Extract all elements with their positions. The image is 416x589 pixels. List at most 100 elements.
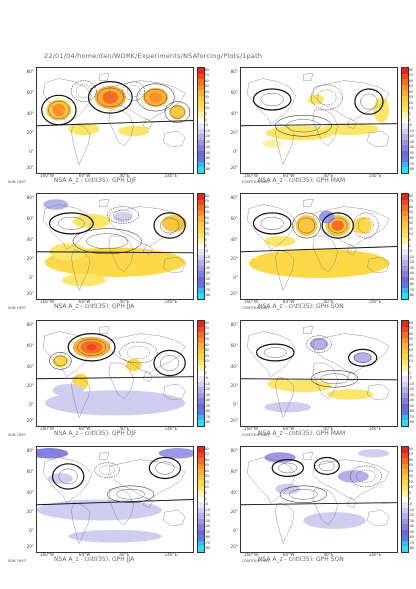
colorbar-label: -30 <box>204 139 211 144</box>
colorbar-swatch <box>198 414 204 421</box>
colorbar-swatch <box>198 145 204 151</box>
contour-line <box>286 119 321 133</box>
contour-line <box>58 216 85 230</box>
colorbar-label: 80 <box>204 193 209 198</box>
colorbar-label: 10 <box>204 232 209 237</box>
colorbar-label: 30 <box>204 95 209 100</box>
lat-tick-label: 0° <box>29 401 34 407</box>
colorbar-label: -50 <box>408 403 415 408</box>
contour-line <box>52 463 85 490</box>
lat-tick-label: 80° <box>26 68 34 74</box>
colorbar-swatch <box>402 491 408 497</box>
lat-tick-label: 60° <box>26 89 34 95</box>
colorbar-swatch <box>402 287 408 294</box>
lat-tick-label: 40° <box>26 110 34 116</box>
colorbar-swatch <box>402 84 408 91</box>
colorbar-label: -10 <box>204 507 211 512</box>
lon-tick-label: 60°W <box>78 299 91 304</box>
contour-line <box>97 87 124 108</box>
colorbar-label: -20 <box>204 134 211 139</box>
contour-line <box>164 101 191 123</box>
colorbar-label: -40 <box>408 398 415 403</box>
map-panel <box>36 67 194 174</box>
colorbar-swatch <box>402 90 408 96</box>
contour-line <box>76 84 92 98</box>
contour-line <box>260 216 284 230</box>
lon-tick-label: 40°E <box>119 299 130 304</box>
colorbar-swatch <box>198 276 204 283</box>
lon-tick-label: 40°E <box>323 426 334 431</box>
colorbar-swatch <box>402 243 408 250</box>
contour-line <box>328 217 348 234</box>
colorbar-swatch <box>198 507 204 514</box>
colorbar-label: -80 <box>204 293 211 298</box>
lat-tick-label: 80° <box>26 194 34 200</box>
anomaly-shading <box>358 449 390 458</box>
anomaly-shading <box>353 352 373 363</box>
lat-tick-label: 40° <box>230 363 238 369</box>
colorbar-label: 80 <box>204 446 209 451</box>
colorbar-label: 30 <box>204 474 209 479</box>
colorbar-swatch <box>402 194 408 200</box>
contour-line <box>275 115 332 137</box>
colorbar-label: 60 <box>408 457 413 462</box>
colorbar-label: -80 <box>408 420 415 425</box>
colorbar-swatch <box>198 485 204 492</box>
colorbar <box>401 193 409 300</box>
coastline <box>346 497 357 509</box>
colorbar-label: 20 <box>408 479 413 484</box>
contour-line <box>348 348 378 367</box>
colorbar-swatch <box>402 447 408 453</box>
colorbar-swatch <box>402 134 408 140</box>
colorbar-swatch <box>402 376 408 382</box>
lon-tick-label: 40°E <box>119 173 130 178</box>
corner-note: CONTOUR 20/1 <box>242 180 270 184</box>
contour-line <box>144 89 167 106</box>
coastline <box>108 362 134 399</box>
anomaly-shading <box>264 236 296 247</box>
colorbar-swatch <box>402 79 408 85</box>
colorbar-swatch <box>198 447 204 453</box>
coastline <box>275 502 295 545</box>
coastline <box>142 371 153 383</box>
colorbar-label: -40 <box>408 271 415 276</box>
colorbar-swatch <box>198 392 204 399</box>
colorbar-swatch <box>198 156 204 162</box>
contour-line <box>71 80 97 102</box>
colorbar-label: 20 <box>204 226 209 231</box>
coastline <box>346 118 357 130</box>
map-panel <box>36 446 194 553</box>
colorbar-swatch <box>198 365 204 371</box>
colorbar-label: 60 <box>408 331 413 336</box>
contour-line <box>311 338 327 350</box>
colorbar-label: -10 <box>408 507 415 512</box>
colorbar-label: 80 <box>408 193 413 198</box>
contour-line <box>256 343 295 362</box>
colorbar-label: 70 <box>408 199 413 204</box>
colorbar-swatch <box>198 458 204 464</box>
colorbar-label: -20 <box>408 513 415 518</box>
colorbar-swatch <box>198 84 204 91</box>
coastline <box>275 249 295 292</box>
corner-note: CONTOUR 20/1 <box>242 306 270 310</box>
colorbar-label: -10 <box>204 254 211 259</box>
colorbar-swatch <box>198 232 204 239</box>
colorbar-swatch <box>402 167 408 173</box>
colorbar-label: -60 <box>204 156 211 161</box>
lat-tick-label: 20° <box>230 165 238 171</box>
colorbar-swatch <box>402 123 408 129</box>
colorbar-label: -70 <box>204 161 211 166</box>
colorbar-label: 5 <box>408 237 411 242</box>
colorbar-label: -20 <box>204 260 211 265</box>
coastline <box>246 331 296 377</box>
lon-tick-label: 140°E <box>368 552 382 557</box>
contour-line <box>136 83 175 112</box>
lat-tick-label: 60° <box>230 468 238 474</box>
colorbar-swatch <box>198 381 204 388</box>
colorbar-label: -20 <box>408 134 415 139</box>
panel-caption: NSA A_z - cntl(35): GPH JJA <box>54 556 135 563</box>
contour-line <box>49 352 72 370</box>
colorbar-label: -70 <box>408 161 415 166</box>
colorbar-label: 20 <box>408 353 413 358</box>
colorbar-swatch <box>198 227 204 233</box>
